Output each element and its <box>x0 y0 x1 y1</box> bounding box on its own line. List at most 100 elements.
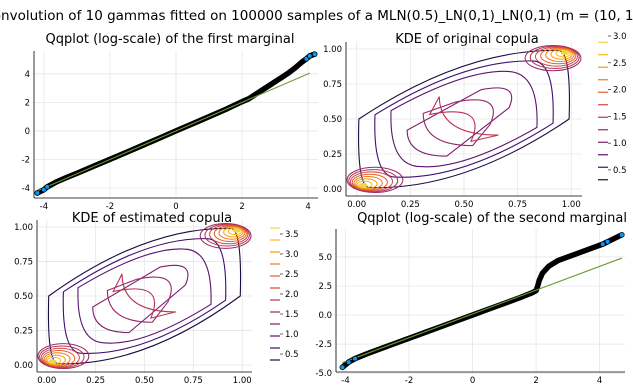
y-tick-label: 0.50 <box>323 115 342 125</box>
x-tick-label: -4 <box>40 202 48 212</box>
hotspot-contour <box>555 49 572 58</box>
grid <box>336 229 625 374</box>
x-tick-label: -2 <box>106 202 114 212</box>
contour-line <box>112 273 176 319</box>
hotspot-contour <box>43 352 71 367</box>
tail-point <box>339 364 346 371</box>
hotspot-contour <box>355 178 378 190</box>
y-tick-label: 0 <box>25 127 30 137</box>
x-tick-label: 4 <box>305 202 310 212</box>
y-tick-label: 2.5 <box>318 282 332 292</box>
colorbar-tick-label: 1.5 <box>613 112 627 122</box>
tail-point <box>44 184 50 190</box>
x-tick-label: 0.75 <box>184 376 203 386</box>
contour-line <box>77 248 212 344</box>
colorbar-tick-label: 2.0 <box>613 86 627 96</box>
hotspot-contour <box>350 171 394 192</box>
hotspot-contour <box>560 50 570 56</box>
x-tick-label: -4 <box>341 376 349 386</box>
y-tick-label: 0.25 <box>14 327 33 337</box>
y-tick-label: 0.75 <box>14 257 33 267</box>
hotspot-contour <box>227 227 243 236</box>
y-tick-label: 1.00 <box>323 45 342 55</box>
hotspot-contour <box>356 180 373 189</box>
hotspot-contour <box>204 223 250 247</box>
x-tick-label: 4 <box>597 376 602 386</box>
hotspot-contour <box>550 48 573 60</box>
main-title: Convolution of 10 gammas fitted on 10000… <box>0 8 633 24</box>
x-tick-label: 2 <box>533 376 538 386</box>
hotspot-contour <box>209 224 249 245</box>
x-tick-label: -2 <box>405 376 413 386</box>
colorbar-tick-label: 1.0 <box>285 330 299 340</box>
x-tick-label: 0.25 <box>86 376 105 386</box>
colorbar-tick-label: 1.5 <box>285 310 299 320</box>
hotspot-contour <box>42 350 76 367</box>
contour-line <box>358 49 570 189</box>
tail-point <box>619 232 625 238</box>
hotspot-contour <box>358 182 368 188</box>
hotspot-contour <box>48 359 57 364</box>
hotspot-contour <box>39 345 85 369</box>
colorbar-tick-label: 1.0 <box>613 139 627 149</box>
tail-point <box>604 239 611 245</box>
hotspot-contour <box>346 166 404 193</box>
contour-line <box>374 60 554 178</box>
tail-point <box>311 51 318 57</box>
panel-title-second-marginal: Qqplot (log-scale) of the second margina… <box>357 211 627 226</box>
colorbar-tick-label: 0.5 <box>285 350 299 360</box>
hotspot-contour <box>540 47 577 65</box>
tail-point <box>306 53 313 59</box>
colorbar-tick-label: 3.0 <box>613 32 627 42</box>
y-tick-label: 0.00 <box>14 361 33 371</box>
y-tick-label: 0.50 <box>14 292 33 302</box>
x-tick-label: 2 <box>239 202 244 212</box>
hotspot-contour <box>199 222 252 249</box>
y-tick-label: 0.25 <box>323 150 342 160</box>
contour-line <box>47 227 242 365</box>
kde-estimated-copula: 0.00 0.25 0.50 0.75 1.00 0.00 0.25 0.50 0.75 1.0 0… <box>14 220 299 386</box>
hotspot-contour <box>37 343 90 370</box>
y-tick-label: 0.75 <box>323 80 342 90</box>
x-tick-label: 0.50 <box>455 200 474 210</box>
reference-line <box>37 72 310 192</box>
contour-line <box>62 238 227 354</box>
colorbar: 0.5 1.0 1.5 2.0 2.5 3.0 3.5 <box>270 227 299 361</box>
hotspot-contour <box>529 45 580 69</box>
tail-point <box>34 190 41 196</box>
contour-line <box>428 96 499 143</box>
y-tick-label: 0.00 <box>323 185 342 195</box>
hotspot-contour <box>534 46 578 67</box>
tail-point <box>352 355 358 362</box>
y-tick-label: 5.0 <box>318 253 332 263</box>
colorbar-tick-label: 2.5 <box>285 270 299 280</box>
hotspot-contour <box>545 48 575 62</box>
hotspot-contour <box>232 228 241 233</box>
y-tick-label: -5.0 <box>315 369 332 379</box>
hotspot-contour <box>218 225 246 240</box>
contour-line <box>106 276 172 323</box>
y-tick-label: 4 <box>25 70 30 80</box>
x-tick-label: 0.00 <box>37 376 56 386</box>
x-tick-label: 0 <box>173 202 178 212</box>
kde-original-copula: 0.00 0.25 0.50 0.75 1.000.000.250.500.751.00… <box>323 32 626 210</box>
qqplot-second-marginal: -4 -2 0 2 4 -5.0 -2.5 0.0 2.5 5.0 <box>315 229 625 386</box>
x-tick-label: 0.50 <box>135 376 154 386</box>
hotspot-contour <box>46 356 62 365</box>
tail-point <box>600 241 606 247</box>
x-tick-label: 0.00 <box>347 200 366 210</box>
x-tick-label: 0 <box>470 376 475 386</box>
x-tick-label: 1.00 <box>562 200 581 210</box>
hotspot-contour <box>213 225 247 242</box>
contours <box>346 45 582 193</box>
hotspot-contour <box>351 173 388 191</box>
contours <box>37 222 252 370</box>
colorbar-tick-label: 3.0 <box>285 250 299 260</box>
panel-title-first-marginal: Qqplot (log-scale) of the first marginal <box>46 32 295 47</box>
reference-line <box>342 257 623 364</box>
colorbar-tick-label: 0.5 <box>613 166 627 176</box>
hotspot-contour <box>524 45 582 72</box>
y-tick-label: 1.00 <box>14 223 33 233</box>
